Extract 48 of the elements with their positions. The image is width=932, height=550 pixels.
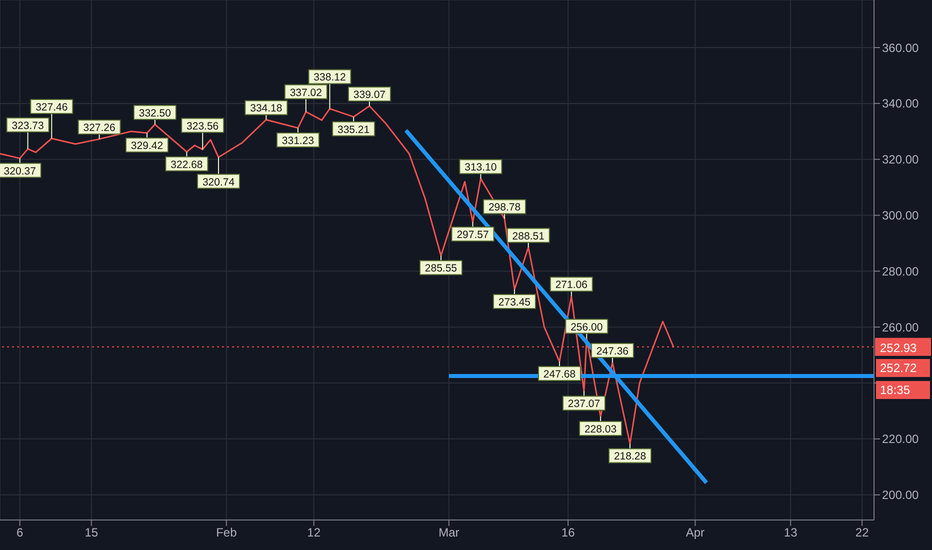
annotation: 313.10 bbox=[464, 162, 497, 174]
y-tick-label: 280.00 bbox=[882, 264, 920, 278]
annotation: 256.00 bbox=[570, 321, 603, 334]
annotation: 320.74 bbox=[202, 176, 235, 188]
annotation: 339.07 bbox=[353, 89, 386, 102]
annotation: 331.23 bbox=[282, 134, 314, 147]
y-tick-label: 300.00 bbox=[882, 208, 920, 223]
annotation: 271.06 bbox=[555, 279, 588, 292]
annotation: 322.68 bbox=[170, 158, 203, 171]
y-tick-label: 340.00 bbox=[882, 96, 920, 111]
x-tick-label: 12 bbox=[307, 526, 321, 540]
y-tick-label: 260.00 bbox=[882, 320, 920, 334]
x-tick-label: 22 bbox=[855, 526, 870, 540]
annotation: 320.37 bbox=[4, 165, 36, 178]
annotation: 338.12 bbox=[314, 72, 346, 84]
annotation: 332.50 bbox=[138, 107, 172, 120]
annotation: 327.26 bbox=[83, 122, 116, 134]
annotation: 247.68 bbox=[543, 368, 576, 381]
x-tick-label: Feb bbox=[216, 526, 238, 540]
annotation: 337.02 bbox=[290, 86, 322, 99]
annotation: 288.51 bbox=[512, 230, 545, 242]
text: 18:35 bbox=[876, 380, 930, 399]
annotation: 327.46 bbox=[36, 102, 68, 114]
y-tick-label: 200.00 bbox=[882, 488, 920, 502]
x-tick-label: 16 bbox=[561, 526, 576, 540]
x-tick-label: Mar bbox=[438, 526, 460, 540]
annotation: 228.03 bbox=[584, 423, 617, 436]
annotation: 335.21 bbox=[338, 124, 370, 136]
annotation: 334.18 bbox=[250, 102, 282, 115]
annotation: 297.57 bbox=[456, 229, 489, 242]
x-tick-label: 15 bbox=[84, 526, 98, 540]
x-tick-label: Apr bbox=[686, 526, 705, 540]
annotation: 329.42 bbox=[130, 140, 164, 152]
annotation: 218.28 bbox=[614, 450, 646, 463]
annotation: 247.36 bbox=[596, 345, 629, 358]
annotation: 273.45 bbox=[498, 296, 531, 308]
text: 252.72 bbox=[876, 358, 930, 377]
x-tick-label: 6 bbox=[16, 526, 24, 540]
ref-line-label: 252.93 bbox=[880, 340, 918, 355]
y-tick-label: 220.00 bbox=[882, 432, 920, 446]
annotation: 237.07 bbox=[568, 398, 600, 410]
y-tick-label: 360.00 bbox=[882, 40, 920, 55]
annotation: 285.55 bbox=[424, 262, 458, 275]
y-tick-label: 320.00 bbox=[882, 152, 920, 167]
annotation: 323.73 bbox=[12, 120, 44, 132]
x-tick-label: 13 bbox=[784, 526, 798, 540]
annotation: 298.78 bbox=[488, 202, 521, 214]
annotation: 323.56 bbox=[186, 120, 219, 132]
